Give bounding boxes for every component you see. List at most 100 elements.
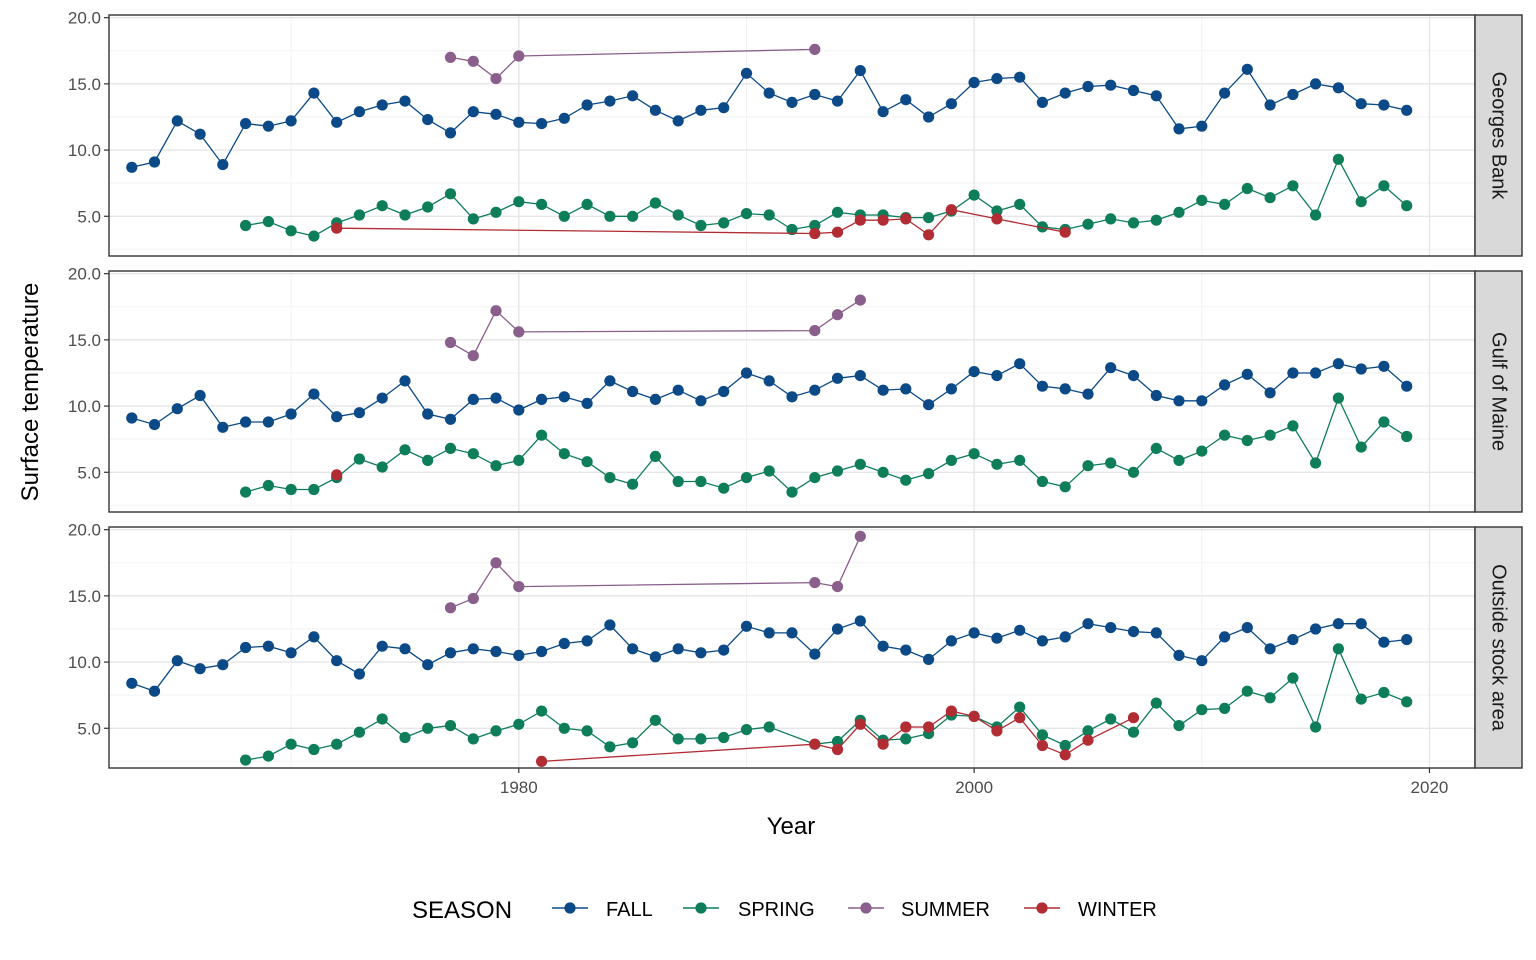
data-point (649, 651, 662, 663)
data-point (649, 714, 662, 726)
data-point (399, 643, 411, 655)
data-point (536, 118, 548, 130)
data-point (1014, 454, 1026, 466)
data-point (809, 472, 821, 484)
data-point (831, 735, 844, 748)
data-point (262, 750, 274, 762)
data-point (262, 120, 274, 132)
data-point (536, 755, 548, 768)
data-point (1378, 636, 1390, 648)
data-point (490, 73, 502, 85)
data-point (513, 718, 525, 730)
data-point (740, 367, 753, 379)
data-point (1241, 182, 1253, 195)
data-point (649, 393, 662, 405)
series-line (336, 208, 1066, 236)
data-point (1105, 457, 1117, 469)
series-spring-0 (240, 153, 1413, 242)
data-point (763, 627, 775, 639)
data-point (308, 743, 320, 756)
data-point (1287, 367, 1299, 379)
data-point (786, 627, 798, 639)
data-point (1082, 80, 1094, 93)
data-point (1150, 214, 1162, 226)
data-point (1127, 217, 1140, 229)
data-point (1287, 88, 1299, 101)
legend-label: SPRING (738, 899, 815, 921)
data-point (1355, 618, 1367, 630)
data-point (1105, 622, 1117, 634)
data-point (285, 483, 297, 496)
data-point (877, 384, 889, 396)
data-point (171, 655, 183, 667)
data-point (968, 189, 980, 201)
data-point (558, 112, 570, 124)
data-point (786, 391, 798, 403)
data-point (763, 87, 775, 99)
data-point (854, 530, 866, 542)
data-point (1036, 221, 1048, 233)
data-point (262, 479, 274, 492)
data-point (558, 210, 570, 222)
data-point (1196, 395, 1208, 407)
data-point (376, 392, 388, 404)
data-point (968, 448, 980, 460)
data-point (1401, 380, 1413, 392)
data-point (376, 640, 388, 652)
data-point (444, 720, 457, 732)
data-point (923, 212, 935, 224)
data-point (308, 87, 320, 99)
data-point (581, 635, 593, 647)
data-point (331, 116, 343, 128)
series-fall-0 (126, 63, 1413, 173)
data-point (1036, 739, 1048, 752)
y-tick-label: 20.0 (68, 265, 101, 284)
data-point (444, 442, 457, 454)
data-point (331, 738, 343, 750)
data-point (627, 90, 639, 102)
data-point (1036, 96, 1048, 108)
data-point (490, 108, 502, 120)
data-point (444, 602, 457, 614)
y-tick-label: 5.0 (77, 719, 101, 738)
data-point (945, 635, 958, 647)
data-point (490, 645, 502, 658)
legend-item-summer: SUMMER (848, 899, 990, 921)
data-point (581, 198, 593, 210)
data-point (1127, 370, 1140, 382)
data-point (877, 214, 889, 226)
data-point (695, 395, 707, 407)
data-point (991, 73, 1003, 85)
data-point (1059, 383, 1071, 395)
data-point (376, 99, 388, 111)
data-point (900, 383, 912, 395)
data-point (1150, 627, 1162, 639)
data-point (1173, 720, 1185, 732)
data-point (467, 106, 479, 118)
data-point (353, 726, 365, 738)
y-tick-label: 20.0 (68, 521, 101, 540)
data-point (444, 647, 457, 659)
data-point (1127, 712, 1140, 724)
data-point (627, 478, 639, 490)
data-point (1014, 701, 1026, 713)
data-point (854, 458, 866, 470)
x-tick-label: 2020 (1411, 778, 1449, 797)
data-point (923, 721, 935, 733)
data-point (1287, 634, 1299, 646)
strip-background (1474, 14, 1523, 257)
data-point (627, 643, 639, 655)
panel-1: Gulf of Maine 5.0 10.0 15.0 20.0 (68, 265, 1523, 513)
data-point (308, 388, 320, 400)
data-point (422, 722, 434, 734)
data-point (831, 743, 844, 756)
x-axis-title: Year (767, 813, 816, 840)
y-tick-label: 5.0 (77, 463, 101, 482)
data-point (968, 76, 980, 89)
data-point (1105, 713, 1117, 725)
data-point (1264, 99, 1276, 111)
data-point (217, 659, 229, 671)
legend-label: FALL (606, 899, 653, 921)
data-point (126, 677, 138, 689)
data-point (285, 115, 297, 127)
